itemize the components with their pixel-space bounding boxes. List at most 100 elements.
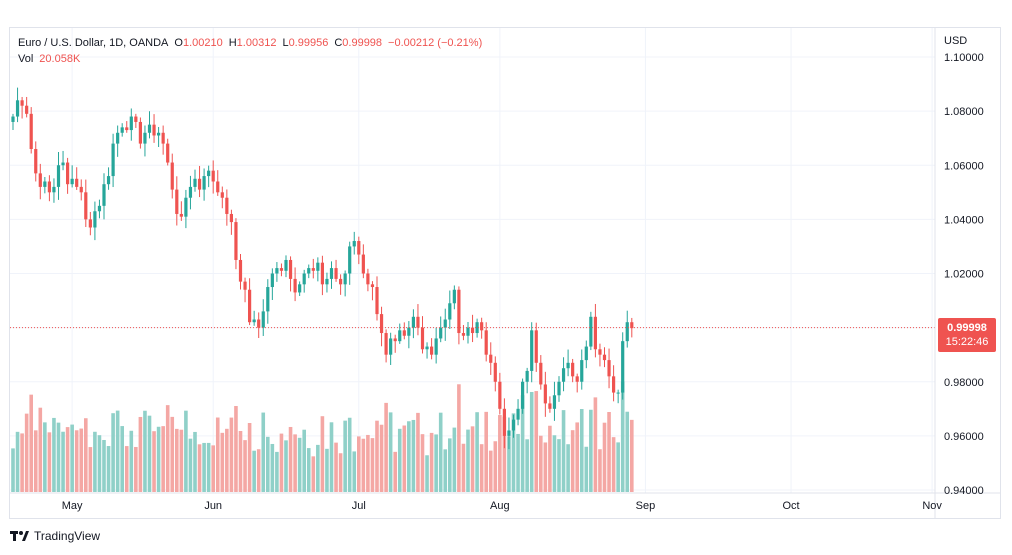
candle-body	[102, 184, 106, 206]
volume-bar	[593, 397, 598, 492]
volume-bar	[539, 435, 543, 492]
candle-body	[366, 273, 370, 285]
candle-body	[270, 273, 274, 288]
volume-bar	[206, 442, 211, 492]
volume-row: Vol 20.058K	[18, 51, 482, 67]
volume-bar	[115, 410, 120, 492]
volume-bar	[102, 439, 106, 492]
candle-body	[630, 322, 634, 329]
volume-bar	[161, 426, 165, 492]
candle-body	[557, 381, 561, 396]
volume-bar	[625, 411, 630, 492]
volume-bar	[384, 402, 388, 492]
candle-body	[166, 143, 170, 163]
volume-bar	[616, 442, 620, 492]
volume-bar	[84, 418, 88, 492]
candle-body	[225, 197, 229, 214]
low-label: L	[282, 37, 289, 49]
candle-body	[257, 319, 261, 328]
volume-bar	[425, 455, 429, 492]
candle-body	[416, 316, 420, 328]
candle-body	[598, 349, 602, 355]
volume-bar	[357, 436, 361, 492]
volume-bar	[29, 394, 33, 492]
candle-body	[325, 278, 329, 285]
candle-body	[575, 376, 579, 382]
volume-bar	[488, 450, 493, 492]
time-tick-label: Aug	[490, 500, 510, 512]
tradingview-logo-icon	[10, 530, 30, 542]
volume-bar	[229, 417, 234, 492]
candle-body	[298, 284, 302, 293]
volume-bar	[334, 442, 338, 492]
candle-body	[252, 319, 256, 323]
time-tick-label: May	[62, 500, 83, 512]
volume-bar	[352, 451, 357, 492]
candle-body	[530, 330, 534, 371]
candle-body	[238, 259, 243, 282]
volume-bar	[452, 427, 457, 492]
volume-bar	[165, 405, 170, 492]
volume-bar	[252, 450, 256, 492]
candle-body	[320, 262, 324, 285]
candle-body	[552, 395, 557, 409]
candle-body	[170, 162, 174, 190]
candle-body	[234, 222, 238, 260]
volume-bar	[156, 426, 161, 492]
volume-bar	[170, 416, 175, 492]
volume-bar	[47, 432, 52, 492]
price-tick-label: 1.04000	[944, 214, 984, 226]
candle-body	[152, 124, 156, 136]
candle-body	[589, 316, 593, 347]
volume-bar	[79, 428, 84, 492]
volume-bar	[411, 419, 416, 492]
candle-body	[284, 259, 288, 271]
candle-body	[334, 268, 338, 279]
volume-bar	[120, 426, 124, 492]
volume-bar	[193, 431, 197, 492]
candle-body	[179, 213, 183, 217]
vol-value: 20.058K	[39, 53, 81, 65]
volume-bar	[429, 432, 434, 492]
price-tick-label: 0.94000	[944, 485, 984, 497]
legend: Euro / U.S. Dollar, 1D, OANDA O1.00210 H…	[18, 35, 482, 67]
volume-bar	[143, 410, 147, 492]
candle-body	[293, 278, 297, 293]
volume-bar	[598, 449, 602, 492]
candle-body	[439, 327, 443, 339]
volume-bar	[215, 417, 220, 492]
candle-body	[484, 330, 488, 355]
candle-body	[157, 132, 161, 136]
time-axis: May Jun Jul Aug Sep Oct Nov	[62, 500, 943, 512]
time-tick-label: Jul	[352, 500, 366, 512]
candle-body	[370, 284, 375, 288]
candle-body	[216, 181, 220, 193]
volume-bar	[375, 420, 379, 492]
candle-body	[75, 178, 79, 187]
volume-bar	[61, 431, 65, 492]
candle-body	[607, 360, 611, 377]
candle-body	[375, 287, 379, 315]
candle-body	[302, 273, 306, 285]
candle-body	[502, 408, 506, 436]
candle-body	[389, 338, 393, 355]
volume-bar	[543, 442, 548, 492]
volume-bar	[466, 429, 470, 492]
candle-body	[430, 346, 434, 355]
volume-bar	[438, 412, 443, 492]
candle-body	[507, 430, 511, 436]
candle-body	[357, 241, 361, 255]
brand[interactable]: TradingView	[10, 529, 100, 543]
vol-label[interactable]: Vol	[18, 53, 34, 65]
candle-body	[20, 100, 24, 106]
symbol-title[interactable]: Euro / U.S. Dollar, 1D, OANDA	[18, 37, 169, 49]
volume-bar	[584, 446, 589, 492]
candle-body	[407, 327, 411, 336]
candle-body	[66, 162, 70, 185]
volume-bar	[316, 444, 320, 492]
volume-bar	[607, 412, 611, 492]
candle-body	[420, 327, 425, 350]
close-label: C	[334, 37, 343, 49]
volume-bar	[288, 426, 293, 492]
